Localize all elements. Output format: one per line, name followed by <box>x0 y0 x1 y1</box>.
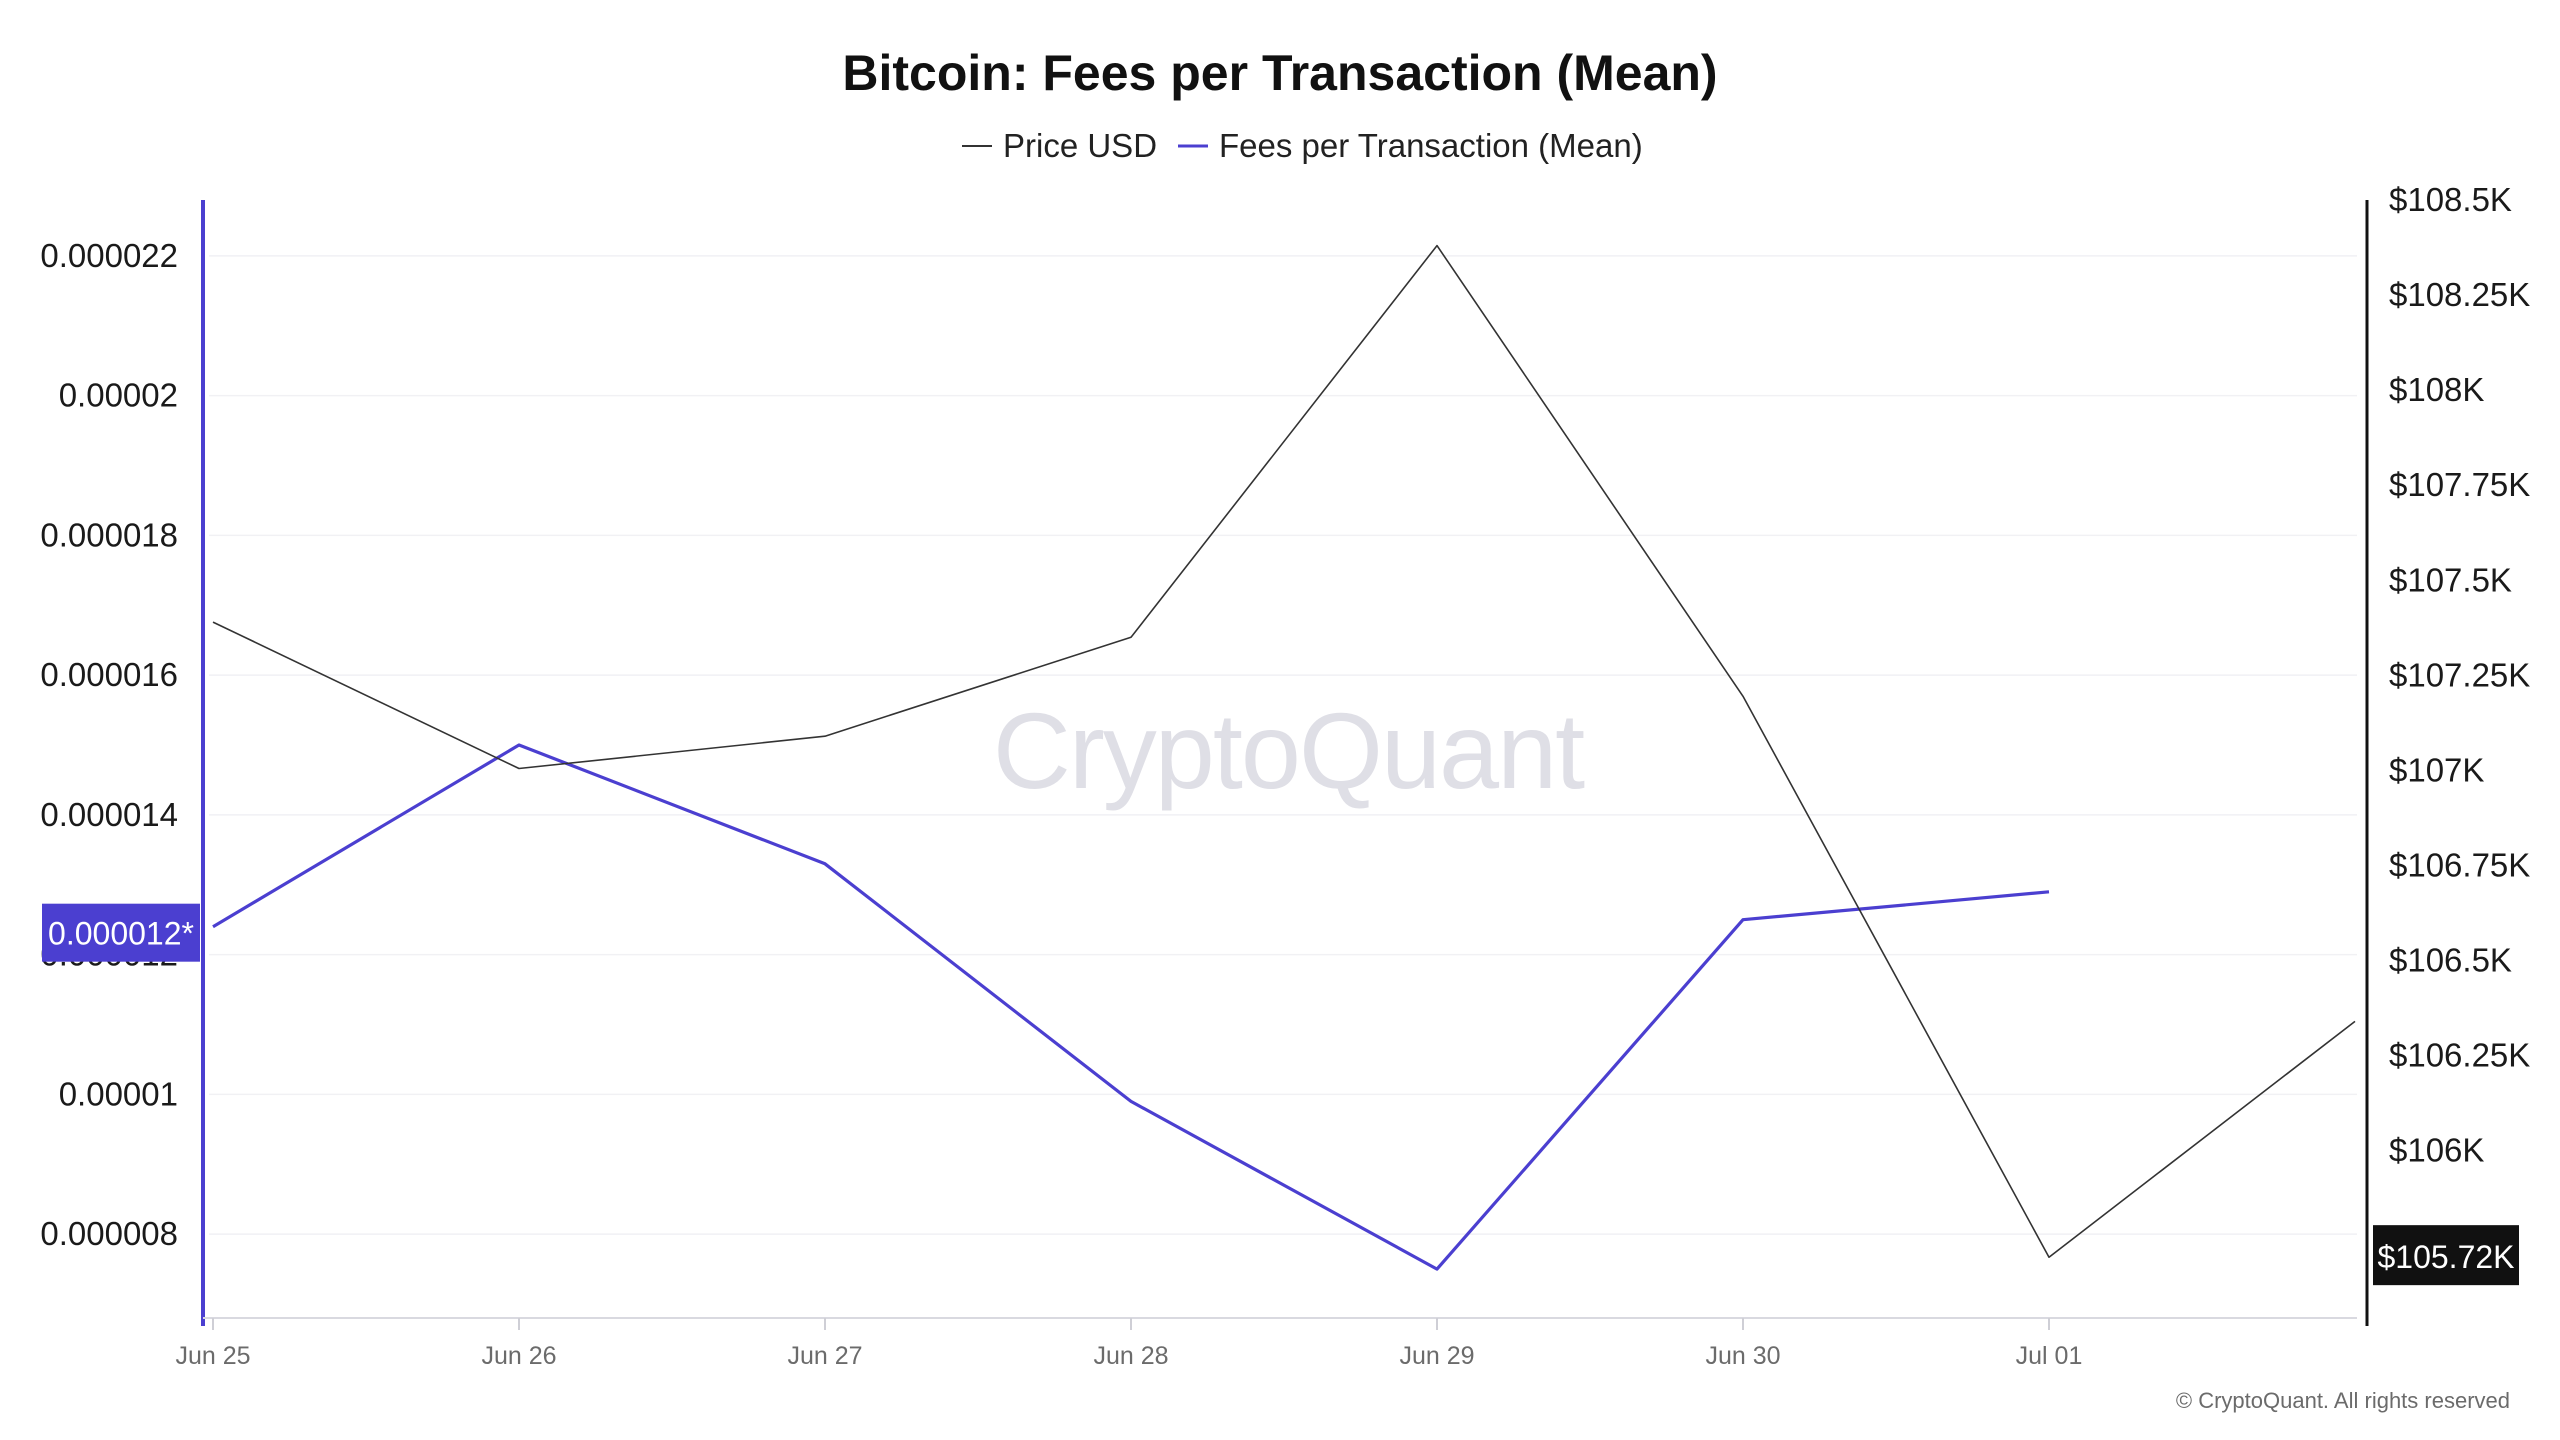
left-tick-label: 0.00001 <box>59 1075 178 1112</box>
axes <box>201 200 2369 1326</box>
chart-title: Bitcoin: Fees per Transaction (Mean) <box>842 45 1717 101</box>
left-tick-label: 0.000008 <box>40 1215 178 1252</box>
legend-label-price: Price USD <box>1003 127 1157 164</box>
right-tick-label: $108.25K <box>2389 276 2530 313</box>
grid <box>209 255 2357 1235</box>
fees-point[interactable] <box>1739 916 1747 924</box>
left-tick-label: 0.000022 <box>40 237 178 274</box>
left-tick-label: 0.000014 <box>40 796 178 833</box>
x-tick-label: Jun 30 <box>1705 1342 1780 1370</box>
price-point[interactable] <box>209 618 217 626</box>
x-tick-label: Jun 25 <box>175 1342 250 1370</box>
fees-series-line[interactable] <box>212 743 2050 1271</box>
right-tick-label: $106.75K <box>2389 846 2530 883</box>
price-point[interactable] <box>515 765 523 773</box>
price-point[interactable] <box>1127 633 1135 641</box>
right-tick-label: $107.25K <box>2389 656 2530 693</box>
right-axis-badge-label: $105.72K <box>2377 1239 2514 1275</box>
right-tick-label: $107.5K <box>2389 561 2512 598</box>
left-axis-ticks: 0.0000080.000010.0000120.0000140.0000160… <box>40 237 178 1252</box>
left-tick-label: 0.00002 <box>59 377 178 414</box>
right-tick-label: $108K <box>2389 371 2484 408</box>
price-point[interactable] <box>821 732 829 740</box>
legend-item-price[interactable]: Price USD <box>962 127 1157 164</box>
left-tick-label: 0.000016 <box>40 656 178 693</box>
x-tick-label: Jun 26 <box>481 1342 556 1370</box>
right-axis-ticks: $106K $106.25K $106.5K $106.75K $107K $107.25… <box>2389 181 2530 1169</box>
legend-item-fees[interactable]: Fees per Transaction (Mean) <box>1178 127 1643 164</box>
right-tick-label: $106.25K <box>2389 1037 2530 1074</box>
right-tick-label: $107K <box>2389 751 2484 788</box>
price-point[interactable] <box>1739 692 1747 700</box>
left-axis-badge-label: 0.000012* <box>48 916 194 952</box>
x-tick-label: Jul 01 <box>2016 1342 2083 1370</box>
right-tick-label: $106K <box>2389 1132 2484 1169</box>
series <box>209 242 2359 1273</box>
right-tick-label: $108.5K <box>2389 181 2512 218</box>
legend-label-fees: Fees per Transaction (Mean) <box>1219 127 1643 164</box>
x-tick-label: Jun 28 <box>1093 1342 1168 1370</box>
x-tick-label: Jun 29 <box>1399 1342 1474 1370</box>
fees-point[interactable] <box>821 860 829 868</box>
fees-point[interactable] <box>515 741 523 749</box>
fees-point[interactable] <box>209 923 217 931</box>
price-series-line[interactable] <box>212 244 2356 1258</box>
left-axis-badge <box>42 903 200 962</box>
fees-point[interactable] <box>2045 888 2053 896</box>
right-tick-label: $106.5K <box>2389 942 2512 979</box>
x-tick-label: Jun 27 <box>787 1342 862 1370</box>
right-tick-label: $107.75K <box>2389 466 2530 503</box>
fees-point[interactable] <box>1127 1097 1135 1105</box>
axis-badges: 0.000012* $105.72K <box>42 903 2519 1286</box>
left-tick-label: 0.000018 <box>40 516 178 553</box>
price-point[interactable] <box>2351 1017 2359 1025</box>
copyright: © CryptoQuant. All rights reserved <box>2176 1388 2510 1413</box>
legend: Price USD Fees per Transaction (Mean) <box>962 127 1643 164</box>
price-point[interactable] <box>2045 1253 2053 1261</box>
right-axis-badge <box>2373 1225 2519 1286</box>
fees-point[interactable] <box>1433 1265 1441 1273</box>
x-axis-ticks: Jun 25 Jun 26 Jun 27 Jun 28 Jun 29 Jun 30 Jul … <box>175 1318 2082 1370</box>
price-point[interactable] <box>1433 242 1441 250</box>
watermark: CryptoQuant <box>993 690 1585 811</box>
